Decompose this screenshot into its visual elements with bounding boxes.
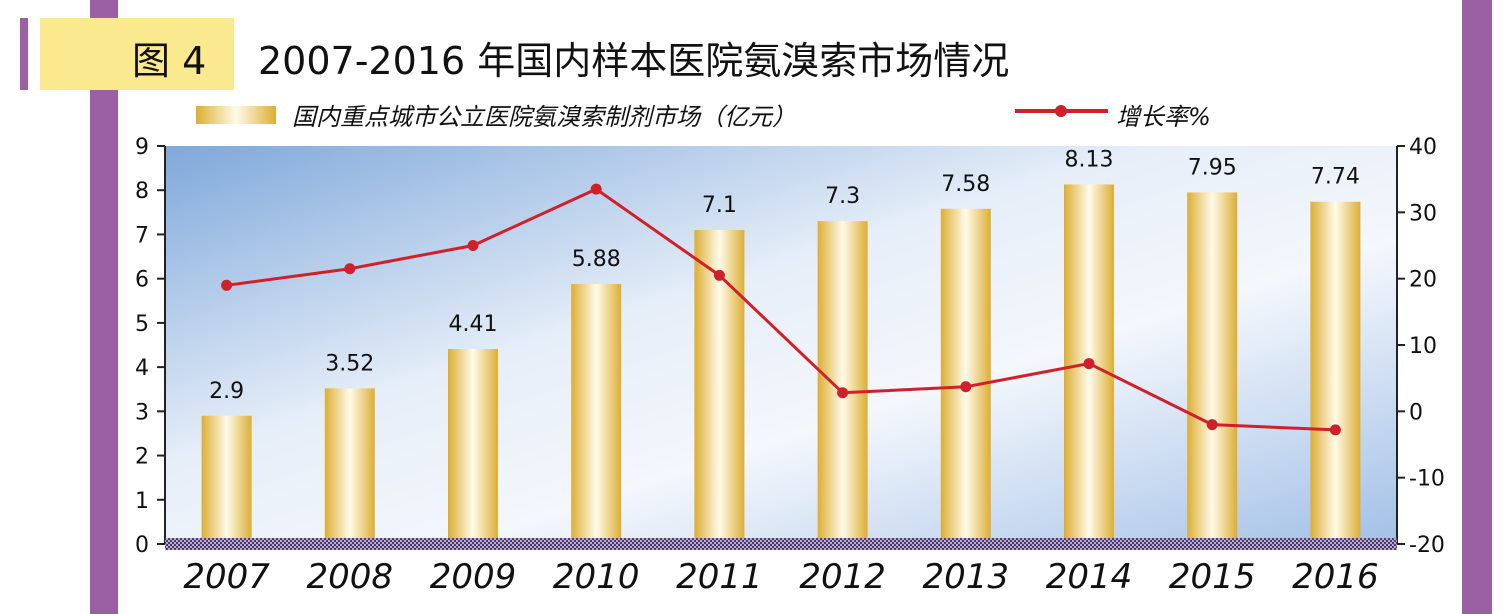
y-left-tick-label: 3 (135, 400, 149, 425)
growth-rate-point (590, 183, 602, 195)
figure-tag-box (40, 18, 234, 90)
y-left-tick-label: 6 (135, 268, 149, 293)
x-tick-label: 2011 (676, 557, 763, 597)
growth-rate-point (713, 269, 725, 281)
y-left-tick-label: 5 (135, 312, 149, 337)
growth-rate-point (221, 279, 233, 291)
y-right-tick-label: 0 (1409, 400, 1423, 425)
bar-data-label: 4.41 (449, 312, 498, 337)
y-left-tick-label: 0 (135, 533, 149, 558)
growth-rate-point (837, 387, 849, 399)
legend-bar-label: 国内重点城市公立医院氨溴索制剂市场（亿元） (292, 103, 796, 131)
bar-data-label: 7.74 (1311, 165, 1360, 190)
y-right-tick-label: -20 (1409, 533, 1445, 558)
right-border-stripe (1462, 0, 1492, 614)
x-tick-label: 2008 (307, 557, 394, 597)
figure-tag: 图 4 (132, 39, 207, 83)
bar-data-label: 8.13 (1065, 147, 1114, 172)
x-tick-label: 2007 (183, 557, 270, 597)
legend-bar-swatch (196, 106, 276, 124)
growth-rate-point (1083, 358, 1095, 370)
legend: 国内重点城市公立医院氨溴索制剂市场（亿元） 增长率% (196, 103, 1211, 131)
y-left-tick-label: 8 (135, 179, 149, 204)
bar (448, 348, 498, 538)
growth-rate-point (467, 240, 479, 251)
x-tick-label: 2009 (430, 557, 517, 597)
y-right-tick-label: 20 (1409, 268, 1437, 293)
left-border-stripe (90, 0, 118, 614)
y-right-tick-label: -10 (1409, 467, 1445, 492)
x-axis-band (165, 538, 1397, 550)
x-tick-label: 2016 (1292, 557, 1379, 597)
bar (1187, 192, 1238, 538)
y-left-tick-label: 4 (135, 356, 149, 381)
growth-rate-point (960, 381, 972, 393)
figure-title: 2007-2016 年国内样本医院氨溴索市场情况 (258, 39, 1010, 83)
x-tick-label: 2015 (1169, 557, 1256, 597)
title-accent-bar (20, 18, 28, 90)
legend-line-label: 增长率% (1116, 103, 1211, 131)
x-tick-label: 2012 (799, 557, 886, 597)
bar (201, 415, 252, 538)
growth-rate-line (226, 187, 1336, 432)
bar (817, 221, 868, 538)
x-tick-label: 2010 (553, 557, 640, 597)
y-left-tick-label: 9 (135, 135, 149, 160)
bar-data-label: 2.9 (209, 379, 244, 404)
bar-data-label: 7.3 (825, 184, 860, 209)
bar-data-label: 7.95 (1188, 155, 1237, 180)
y-right-tick-label: 10 (1409, 334, 1437, 359)
bar-data-label: 7.1 (702, 193, 737, 218)
x-tick-label: 2014 (1046, 557, 1133, 597)
bar (940, 208, 991, 538)
y-right-tick-label: 40 (1409, 135, 1437, 160)
growth-rate-point (344, 263, 356, 275)
y-left-tick-label: 7 (135, 223, 149, 248)
bar (571, 283, 622, 538)
bar-data-label: 3.52 (325, 351, 374, 376)
legend-line-marker (1055, 105, 1067, 117)
y-left-tick-label: 1 (135, 489, 149, 514)
bar (1310, 201, 1361, 538)
bar-data-label: 5.88 (572, 247, 621, 272)
x-tick-label: 2013 (923, 557, 1010, 597)
growth-rate-point (1206, 419, 1218, 431)
y-right-tick-label: 30 (1409, 201, 1437, 226)
bar (324, 388, 375, 538)
bar (694, 230, 745, 538)
bar-data-label: 7.58 (941, 172, 990, 197)
y-left-tick-label: 2 (135, 445, 149, 470)
growth-rate-point (1329, 424, 1341, 436)
